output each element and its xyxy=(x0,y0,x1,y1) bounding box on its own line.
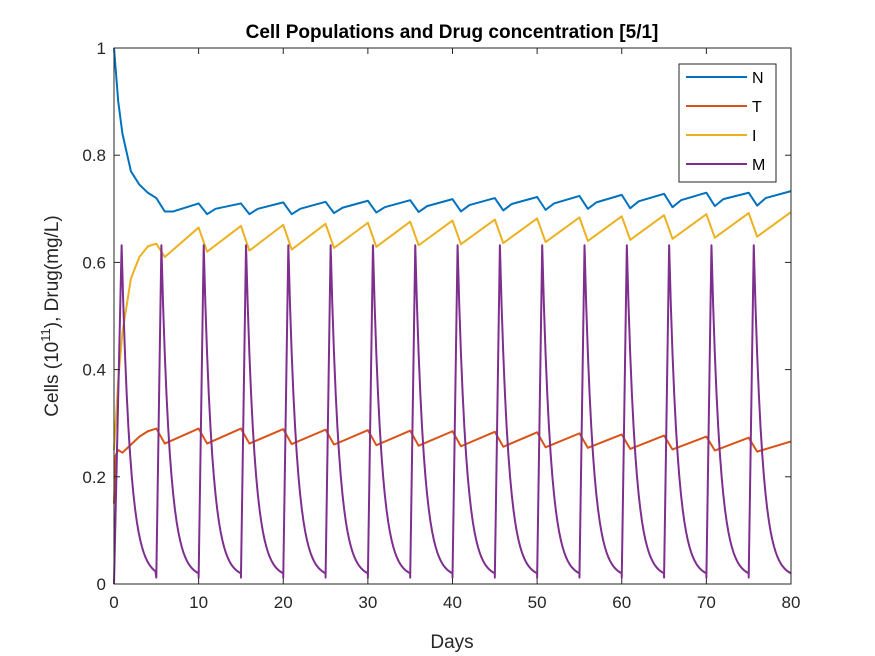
series-line-M xyxy=(113,244,792,585)
legend-label-M: M xyxy=(752,157,765,174)
x-axis-label: Days xyxy=(430,632,473,653)
y-axis-label-suffix: ), Drug(mg/L) xyxy=(42,215,63,328)
series-layer xyxy=(113,47,792,585)
y-tick-label: 0.8 xyxy=(82,146,106,165)
x-tick-label: 60 xyxy=(612,593,631,612)
y-tick-label: 1 xyxy=(97,39,106,58)
x-tick-label: 20 xyxy=(274,593,293,612)
x-axis: 0 10 20 30 40 50 60 70 80 xyxy=(109,48,800,612)
x-tick-label: 0 xyxy=(109,593,118,612)
legend-label-N: N xyxy=(752,70,764,87)
y-tick-label: 0 xyxy=(97,575,106,594)
series-line-N xyxy=(113,47,792,216)
x-tick-label: 30 xyxy=(358,593,377,612)
series-line-I xyxy=(113,211,792,451)
x-tick-label: 80 xyxy=(782,593,801,612)
y-tick-label: 0.4 xyxy=(82,361,106,380)
x-tick-label: 50 xyxy=(528,593,547,612)
y-axis-label-sup: 11 xyxy=(38,328,53,342)
y-tick-label: 0.6 xyxy=(82,253,106,272)
legend-label-I: I xyxy=(752,128,756,145)
x-tick-label: 10 xyxy=(189,593,208,612)
y-axis-label-prefix: Cells (10 xyxy=(42,342,63,417)
plot-area xyxy=(114,48,791,584)
y-axis-label: Cells (1011), Drug(mg/L) xyxy=(38,215,63,416)
chart-title: Cell Populations and Drug concentration … xyxy=(246,22,659,43)
legend-box xyxy=(678,63,777,183)
series-line-T xyxy=(113,427,792,504)
x-tick-label: 40 xyxy=(443,593,462,612)
legend-label-T: T xyxy=(752,99,762,116)
y-axis: 0 0.2 0.4 0.6 0.8 1 xyxy=(82,39,791,594)
y-tick-label: 0.2 xyxy=(82,468,106,487)
x-tick-label: 70 xyxy=(697,593,716,612)
